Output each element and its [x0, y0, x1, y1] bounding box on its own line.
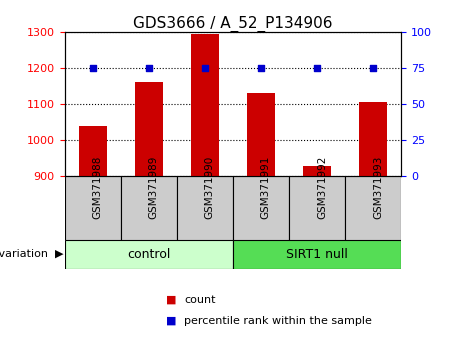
Point	[313, 65, 321, 71]
Bar	[78, 126, 106, 176]
Bar	[177, 176, 233, 240]
Bar	[359, 102, 387, 176]
Text: percentile rank within the sample: percentile rank within the sample	[184, 316, 372, 326]
Bar	[121, 176, 177, 240]
Bar	[303, 166, 331, 176]
Title: GDS3666 / A_52_P134906: GDS3666 / A_52_P134906	[133, 16, 332, 32]
Point	[369, 65, 377, 71]
Bar	[65, 240, 233, 269]
Text: genotype/variation  ▶: genotype/variation ▶	[0, 249, 64, 259]
Text: ■: ■	[166, 295, 180, 305]
Point	[201, 65, 208, 71]
Text: control: control	[127, 248, 171, 261]
Bar	[233, 176, 289, 240]
Text: count: count	[184, 295, 216, 305]
Point	[145, 65, 152, 71]
Bar	[289, 176, 345, 240]
Bar	[135, 82, 163, 176]
Text: ■: ■	[166, 316, 180, 326]
Bar	[345, 176, 401, 240]
Text: GSM371990: GSM371990	[205, 156, 215, 219]
Bar	[65, 176, 121, 240]
Text: GSM371993: GSM371993	[373, 156, 383, 219]
Text: GSM371992: GSM371992	[317, 156, 327, 219]
Text: GSM371991: GSM371991	[261, 156, 271, 219]
Point	[257, 65, 265, 71]
Bar	[247, 93, 275, 176]
Text: GSM371988: GSM371988	[93, 156, 103, 219]
Text: GSM371989: GSM371989	[148, 156, 159, 219]
Bar	[233, 240, 401, 269]
Point	[89, 65, 96, 71]
Text: SIRT1 null: SIRT1 null	[286, 248, 348, 261]
Bar	[191, 34, 219, 176]
